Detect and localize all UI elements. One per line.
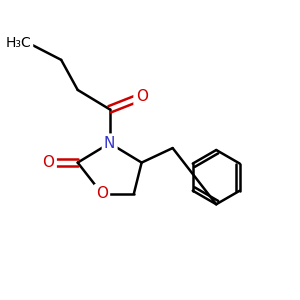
Text: H₃C: H₃C bbox=[5, 36, 31, 50]
Text: N: N bbox=[104, 136, 115, 151]
Text: O: O bbox=[136, 89, 148, 104]
Text: O: O bbox=[43, 155, 55, 170]
Text: O: O bbox=[96, 186, 108, 201]
